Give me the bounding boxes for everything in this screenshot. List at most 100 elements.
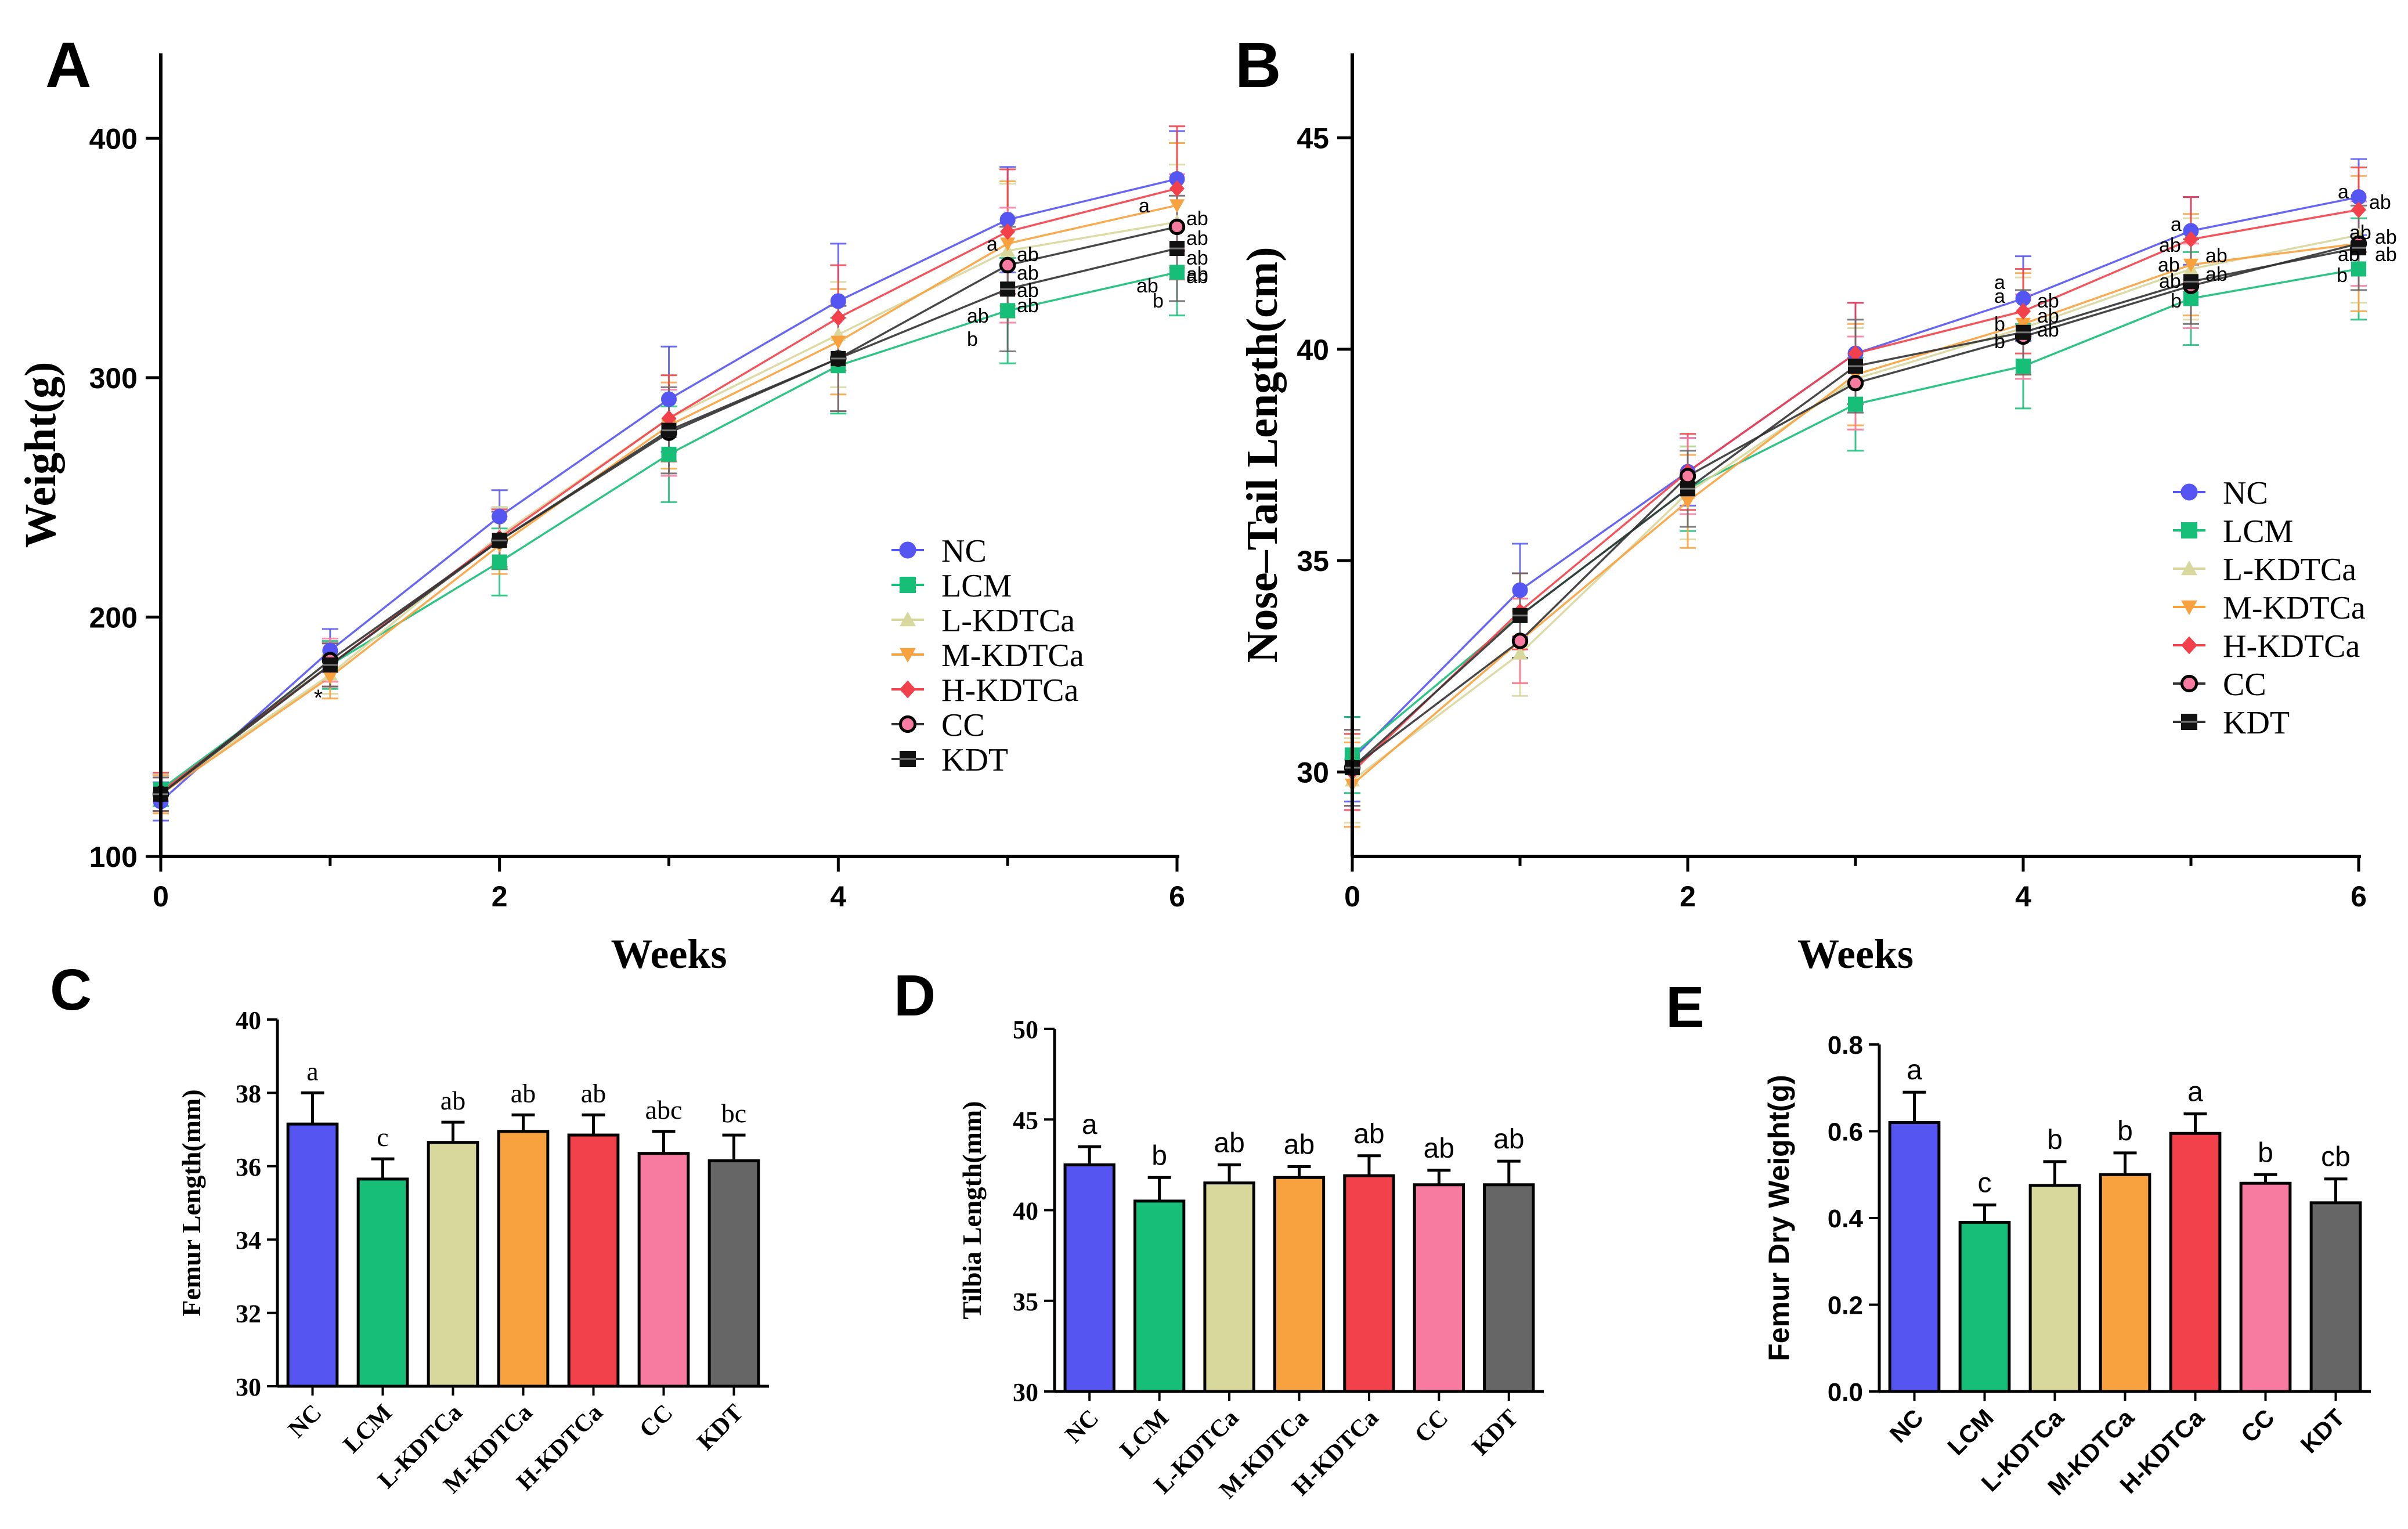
y-tick-label: 400 (89, 122, 138, 155)
legend-marker-m-kdtca (2181, 600, 2197, 615)
point-m-kdtca (2183, 258, 2198, 273)
significance-letter: c (1978, 1168, 1992, 1199)
x-tick-label: 6 (1169, 880, 1185, 913)
bar-nc (286, 1122, 339, 1388)
significance-letter: ab (1493, 1124, 1524, 1155)
legend-marker-cc (2180, 674, 2198, 693)
series-line-kdt (160, 247, 1178, 796)
significance-letter: ab (2159, 270, 2181, 292)
significance-letter: a (1994, 285, 2005, 308)
legend-label-l-kdtca: L-KDTCa (941, 603, 1075, 639)
point-nc (661, 391, 677, 407)
point-h-kdtca (1848, 345, 1863, 362)
point-h-kdtca (1169, 180, 1185, 197)
y-tick-label: 45 (1297, 122, 1329, 155)
legend-label-h-kdtca: H-KDTCa (2223, 628, 2360, 664)
x-tick-label: NC (283, 1400, 327, 1443)
panel-label-b: B (1235, 30, 1281, 101)
point-lcm (492, 554, 507, 570)
significance-letter: abc (645, 1095, 683, 1125)
significance-letter: b (1153, 290, 1164, 312)
y-tick-label: 38 (236, 1079, 261, 1108)
y-tick-label: 32 (236, 1300, 261, 1328)
point-h-kdtca (661, 410, 677, 427)
significance-letter: ab (967, 305, 989, 327)
legend-marker-h-kdtca (2181, 636, 2197, 655)
significance-letter: a (1082, 1109, 1098, 1140)
legend-label-cc: CC (2223, 667, 2266, 703)
x-tick-label: KDT (692, 1400, 749, 1456)
bar-cc (2239, 1181, 2292, 1393)
bar-h-kdtca (2169, 1132, 2222, 1393)
significance-letter: a (2338, 181, 2349, 203)
y-tick-label: 300 (89, 362, 138, 395)
significance-letter: ab (2205, 245, 2228, 267)
legend-marker-l-kdtca (2181, 561, 2197, 576)
y-tick-label: 36 (236, 1153, 261, 1181)
y-axis-title: Femur Dry Weight(g) (1763, 1075, 1795, 1361)
point-kdt (492, 533, 507, 548)
bar-nc (1888, 1121, 1941, 1393)
legend-label-kdt: KDT (941, 742, 1008, 778)
panel-label-d: D (894, 963, 936, 1028)
significance-letter: a (1907, 1055, 1922, 1086)
bar-h-kdtca (1343, 1174, 1395, 1393)
significance-letter: ab (1186, 266, 1208, 288)
y-tick-label: 30 (1297, 756, 1329, 789)
bar-lcm (356, 1177, 409, 1388)
y-tick-label: 200 (89, 601, 138, 634)
legend-label-lcm: LCM (941, 568, 1012, 604)
point-kdt (831, 350, 846, 366)
x-tick-label: 0 (153, 880, 169, 913)
legend-label-nc: NC (941, 533, 987, 569)
significance-letter: ab (581, 1078, 606, 1108)
bar-cc (637, 1152, 690, 1388)
point-m-kdtca (2016, 317, 2031, 332)
panel-label-c: C (50, 957, 92, 1022)
legend-marker-l-kdtca (900, 612, 916, 627)
y-tick-label: 40 (1013, 1197, 1038, 1226)
significance-letter: ab (1214, 1127, 1244, 1158)
y-tick-label: 40 (236, 1006, 261, 1035)
y-axis-title: Nose–Tail Length(cm) (1238, 247, 1287, 663)
point-nc (492, 508, 508, 525)
point-kdt (1000, 281, 1016, 297)
x-tick-label: CC (1410, 1405, 1453, 1448)
point-kdt (1512, 608, 1528, 623)
panel-label-a: A (45, 30, 91, 101)
point-cc (1168, 218, 1186, 236)
significance-letter: ab (2369, 191, 2391, 214)
significance-letter: a (2171, 214, 2182, 236)
legend-marker-kdt (2181, 714, 2197, 730)
x-tick-label: CC (634, 1400, 678, 1443)
point-kdt (2183, 274, 2198, 290)
significance-letter: ab (2338, 244, 2360, 266)
point-m-kdtca (1000, 237, 1016, 251)
point-lcm (2016, 359, 2031, 374)
bar-l-kdtca (1203, 1181, 1255, 1393)
point-m-kdtca (322, 671, 338, 685)
significance-letter: a (987, 233, 998, 255)
significance-letter: a (2187, 1077, 2203, 1108)
x-axis-title: Weeks (611, 931, 727, 977)
x-tick-label: 2 (1680, 880, 1696, 913)
y-tick-label: 40 (1297, 334, 1329, 366)
y-tick-label: 30 (236, 1373, 261, 1401)
legend-label-l-kdtca: L-KDTCa (2223, 552, 2356, 588)
y-axis-title: Femur Length(mm) (176, 1089, 206, 1316)
bar-nc (1063, 1163, 1115, 1393)
significance-letter: b (967, 328, 978, 350)
point-kdt (1680, 481, 1695, 497)
significance-letter: b (1151, 1140, 1167, 1171)
point-kdt (1169, 241, 1185, 256)
significance-letter: a (1994, 272, 2005, 294)
significance-letter: b (1994, 331, 2005, 353)
x-tick-label: NC (1884, 1404, 1929, 1448)
legend-marker-lcm (2181, 522, 2197, 538)
legend-label-cc: CC (941, 707, 985, 743)
point-lcm (1000, 303, 1016, 319)
point-cc (1847, 374, 1864, 392)
point-m-kdtca (1169, 199, 1185, 213)
significance-letter: ab (1017, 262, 1039, 284)
